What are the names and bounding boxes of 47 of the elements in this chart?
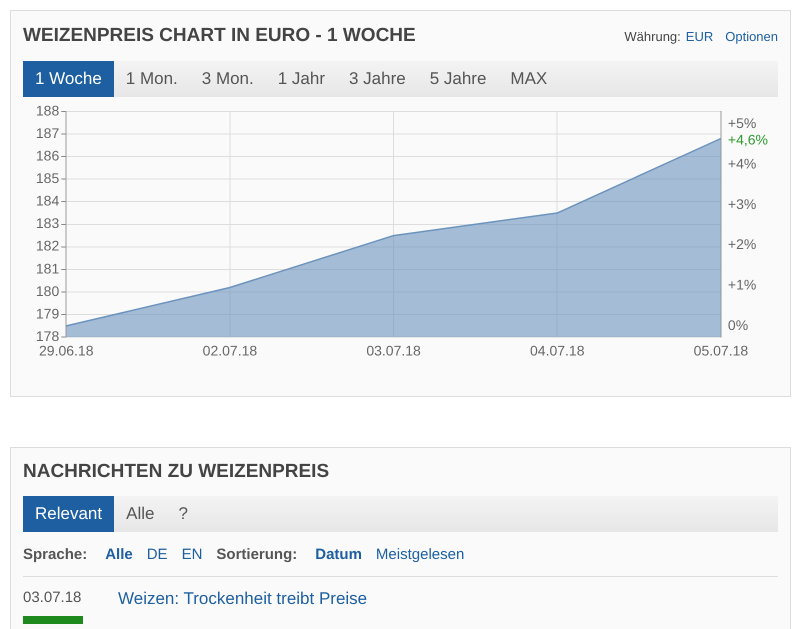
text: Alle [105,546,133,562]
text: Sprache: [23,546,88,562]
y2-tick-label: +4% [728,155,756,172]
y-tick-label: 185 [36,170,60,186]
text: Datum [315,546,362,562]
y2-tick-label: +5% [728,115,756,132]
y-tick-label: 178 [36,328,60,344]
text: 1 Jahr [278,69,325,89]
text: 1 Mon. [126,69,178,89]
y2-tick-label: +3% [728,196,756,212]
text: 5 Jahre [430,69,486,89]
text: 03.07.18 [23,589,82,606]
y2-tick-label: +2% [728,236,756,252]
text: Währung: [624,28,681,44]
y-tick-label: 179 [36,305,60,322]
text: NACHRICHTEN ZU WEIZENPREIS [22,460,330,484]
text: 1 Woche [35,69,102,89]
x-tick-label: 29.06.18 [39,342,94,358]
chart-title: WEIZENPREIS CHART IN EURO - 1 WOCHE [23,25,417,47]
x-tick-label: 03.07.18 [366,342,422,358]
y-tick-label: 180 [36,282,60,299]
y-tick-label: 188 [36,102,60,118]
y2-tick-label: +1% [728,276,756,292]
x-tick-label: 04.07.18 [530,342,585,358]
y-tick-label: 181 [36,260,60,276]
x-tick-label: 02.07.18 [202,342,258,358]
text: EUR [686,28,714,44]
text: Meistgelesen [376,546,464,562]
text: Relevant [35,504,102,524]
y-tick-label: 183 [36,215,60,232]
y-tick-label: 182 [36,238,60,254]
text: Alle [126,504,154,524]
y-tick-label: 184 [36,192,60,209]
text: DE [146,546,168,562]
y2-tick-label: 0% [728,316,748,333]
text: MAX [510,69,548,89]
text: Weizen: Trockenheit treibt Preise [118,589,368,609]
y-tick-label: 186 [36,147,60,164]
text: Optionen [725,28,778,44]
y-tick-label: 187 [36,124,60,141]
text: Sortierung: [216,546,298,562]
y2-tick-label: +4,6% [728,131,768,148]
x-tick-label: 05.07.18 [694,342,748,358]
text: ? [178,504,188,524]
text: 3 Jahre [349,69,406,89]
text: EN [182,546,202,562]
text: 3 Mon. [202,69,254,89]
